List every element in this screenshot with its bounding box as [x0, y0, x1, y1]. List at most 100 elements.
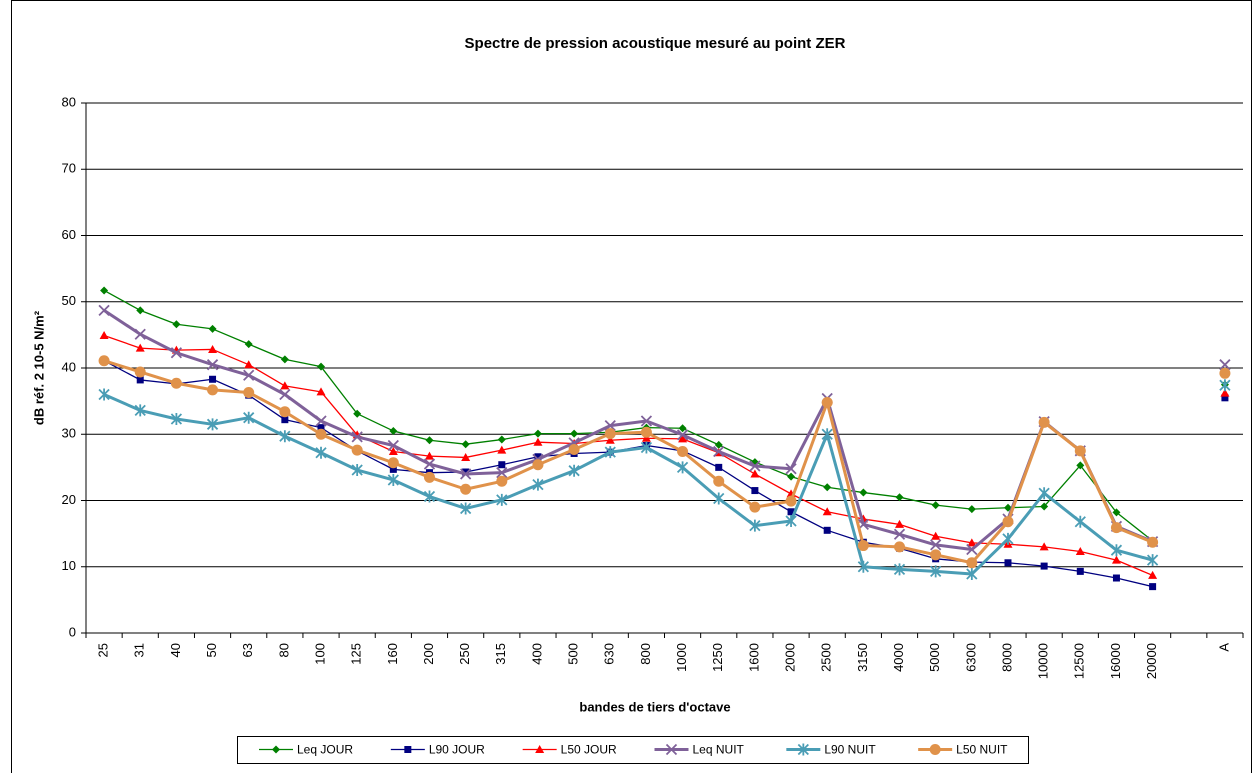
marker	[604, 446, 616, 459]
marker	[821, 428, 833, 441]
marker	[460, 502, 472, 515]
marker	[280, 355, 289, 364]
marker	[640, 415, 653, 427]
x-tick-label: 500	[566, 643, 581, 665]
marker	[677, 445, 689, 457]
legend-item: L50 NUIT	[918, 743, 1008, 757]
marker	[787, 472, 796, 481]
marker	[387, 457, 399, 469]
legend-marker	[797, 743, 809, 756]
marker	[1219, 379, 1231, 392]
marker	[315, 415, 327, 427]
marker	[895, 519, 905, 528]
marker	[351, 464, 363, 477]
marker	[206, 359, 219, 371]
y-axis-label: dB réf. 2 10-5 N/m²	[31, 310, 46, 425]
x-tick-label: 20000	[1144, 643, 1159, 679]
series	[98, 379, 1231, 581]
marker	[966, 568, 978, 581]
marker	[715, 463, 723, 471]
x-tick-label: 63	[240, 643, 255, 657]
marker	[823, 483, 832, 492]
marker	[496, 475, 508, 487]
marker	[966, 557, 978, 569]
marker	[388, 446, 398, 455]
marker	[534, 453, 542, 461]
x-tick-label: 12500	[1072, 643, 1087, 679]
x-tick-label: 10000	[1036, 643, 1051, 679]
marker	[134, 366, 146, 378]
marker	[496, 467, 508, 479]
marker	[931, 501, 940, 510]
marker	[1003, 503, 1012, 512]
marker	[640, 441, 653, 454]
marker	[1040, 502, 1049, 511]
chart-title: Spectre de pression acoustique mesuré au…	[465, 35, 846, 52]
marker	[893, 563, 906, 576]
marker	[859, 488, 868, 497]
marker	[858, 514, 868, 523]
marker	[315, 446, 327, 459]
marker	[170, 377, 182, 389]
marker	[822, 507, 832, 516]
marker	[785, 495, 797, 507]
x-tick-label: 2000	[782, 643, 797, 672]
x-tick-label: 50	[204, 643, 219, 657]
marker	[604, 420, 616, 432]
marker	[316, 387, 326, 396]
marker	[1147, 536, 1159, 548]
x-tick-label: 315	[493, 643, 508, 665]
marker	[1110, 522, 1122, 534]
legend-label: L90 NUIT	[824, 743, 876, 757]
marker	[676, 429, 689, 441]
marker	[317, 424, 325, 432]
marker	[98, 355, 110, 367]
x-tick-label: 160	[385, 643, 400, 665]
marker	[1074, 445, 1086, 457]
series-line	[104, 361, 1225, 563]
marker	[785, 515, 797, 528]
marker	[135, 343, 145, 352]
marker	[1220, 388, 1230, 397]
marker	[389, 426, 398, 435]
series-line	[104, 361, 1225, 587]
marker	[424, 451, 434, 460]
y-tick-label: 30	[62, 426, 76, 441]
legend-item: Leq NUIT	[654, 743, 745, 757]
y-tick-label: 70	[62, 161, 76, 176]
legend-marker	[272, 745, 280, 754]
x-tick-label: 200	[421, 643, 436, 665]
legend-label: L50 JOUR	[561, 743, 617, 757]
legend-label: L50 NUIT	[956, 743, 1008, 757]
marker	[134, 404, 146, 417]
x-tick-label: 250	[457, 643, 472, 665]
series-line	[104, 385, 1225, 574]
marker	[134, 328, 146, 340]
x-tick-label: 800	[638, 643, 653, 665]
x-tick-label: 2500	[819, 643, 834, 672]
x-tick-label: 1000	[674, 643, 689, 672]
marker	[1148, 570, 1158, 579]
marker	[678, 434, 688, 443]
marker	[1112, 574, 1120, 582]
marker	[460, 468, 472, 480]
x-tick-label: 630	[602, 643, 617, 665]
marker	[279, 388, 291, 401]
marker	[317, 362, 326, 371]
marker	[279, 430, 291, 443]
y-tick-label: 40	[62, 359, 76, 374]
x-tick-label: 8000	[999, 643, 1014, 672]
marker	[460, 483, 472, 495]
marker	[351, 444, 363, 456]
marker	[281, 416, 289, 424]
marker	[1074, 515, 1086, 528]
marker	[967, 538, 977, 547]
marker	[1038, 487, 1050, 500]
series	[98, 355, 1231, 569]
marker	[1004, 559, 1012, 567]
marker	[100, 286, 109, 295]
x-tick-label: 125	[349, 643, 364, 665]
x-tick-label: 31	[132, 643, 147, 657]
marker	[966, 543, 978, 556]
